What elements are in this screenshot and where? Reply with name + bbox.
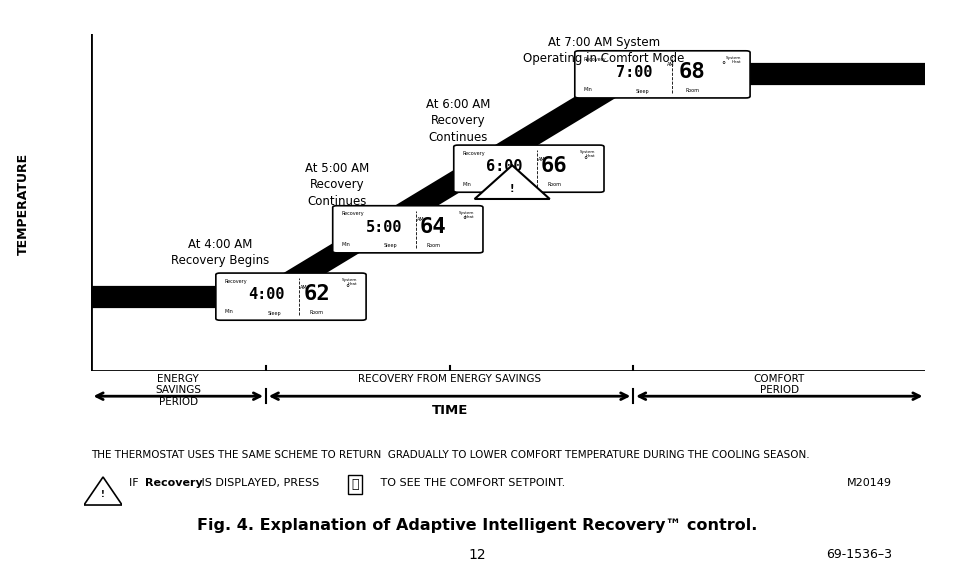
Text: Min: Min (582, 87, 591, 92)
Text: TIME: TIME (431, 404, 467, 417)
Text: °: ° (583, 156, 587, 165)
Text: 6:00: 6:00 (486, 160, 522, 174)
Text: TO SEE THE COMFORT SETPOINT.: TO SEE THE COMFORT SETPOINT. (376, 478, 564, 488)
Text: System: System (342, 278, 357, 282)
Text: Recovery: Recovery (145, 478, 203, 488)
Text: Min: Min (224, 310, 233, 315)
Text: IF: IF (129, 478, 142, 488)
Text: IS DISPLAYED, PRESS: IS DISPLAYED, PRESS (198, 478, 323, 488)
Text: Heat: Heat (464, 215, 474, 219)
Text: Heat: Heat (348, 282, 357, 286)
Text: AM: AM (667, 62, 675, 67)
Text: Recovery: Recovery (461, 151, 484, 156)
Text: Heat: Heat (585, 154, 595, 158)
Text: M20149: M20149 (846, 478, 891, 488)
Text: At 4:00 AM
Recovery Begins: At 4:00 AM Recovery Begins (171, 238, 269, 267)
Text: 64: 64 (419, 217, 446, 237)
Text: !: ! (510, 184, 514, 194)
Text: ENERGY
SAVINGS
PERIOD: ENERGY SAVINGS PERIOD (155, 374, 201, 407)
Text: Min: Min (341, 242, 350, 247)
FancyBboxPatch shape (574, 51, 749, 98)
Text: 12: 12 (468, 548, 485, 561)
Text: !: ! (101, 490, 105, 499)
FancyBboxPatch shape (454, 145, 603, 192)
Text: THE THERMOSTAT USES THE SAME SCHEME TO RETURN  GRADUALLY TO LOWER COMFORT TEMPER: THE THERMOSTAT USES THE SAME SCHEME TO R… (91, 450, 808, 460)
Text: At 6:00 AM
Recovery
Continues: At 6:00 AM Recovery Continues (425, 98, 490, 144)
Text: TEMPERATURE: TEMPERATURE (17, 153, 30, 255)
Text: Recovery: Recovery (582, 57, 605, 62)
Text: RECOVERY FROM ENERGY SAVINGS: RECOVERY FROM ENERGY SAVINGS (357, 374, 540, 384)
Text: °: ° (345, 284, 350, 293)
Text: System: System (458, 211, 474, 215)
Text: System: System (725, 56, 741, 60)
Text: Sleep: Sleep (504, 183, 518, 188)
Text: 4:00: 4:00 (249, 288, 285, 302)
Text: Room: Room (426, 243, 440, 248)
FancyBboxPatch shape (333, 205, 482, 253)
Text: Recovery: Recovery (224, 279, 247, 284)
Text: ⓘ: ⓘ (351, 478, 358, 491)
Text: 69-1536–3: 69-1536–3 (825, 548, 891, 561)
Text: Room: Room (547, 182, 560, 187)
Text: AM: AM (537, 157, 545, 162)
Text: 62: 62 (303, 284, 330, 304)
Text: At 5:00 AM
Recovery
Continues: At 5:00 AM Recovery Continues (304, 162, 369, 208)
Text: Room: Room (685, 88, 699, 93)
Text: AM: AM (300, 285, 308, 290)
Text: °: ° (721, 62, 725, 70)
Text: AM: AM (416, 217, 424, 222)
Text: Sleep: Sleep (635, 88, 649, 93)
Text: System: System (579, 150, 595, 154)
Text: °: ° (462, 216, 466, 225)
Text: 66: 66 (540, 156, 567, 176)
Text: 7:00: 7:00 (615, 65, 652, 80)
Text: Room: Room (309, 310, 323, 315)
Text: COMFORT
PERIOD: COMFORT PERIOD (753, 374, 804, 395)
Text: Sleep: Sleep (384, 243, 397, 248)
Polygon shape (84, 477, 122, 505)
Text: Min: Min (461, 182, 471, 187)
Text: Sleep: Sleep (267, 311, 280, 316)
Text: 5:00: 5:00 (365, 220, 401, 235)
Text: Heat: Heat (731, 60, 741, 64)
Text: Recovery: Recovery (341, 212, 363, 216)
Text: 68: 68 (679, 62, 705, 82)
Polygon shape (475, 165, 549, 199)
Text: Fig. 4. Explanation of Adaptive Intelligent Recovery™ control.: Fig. 4. Explanation of Adaptive Intellig… (196, 518, 757, 533)
Text: At 7:00 AM System
Operating in Comfort Mode: At 7:00 AM System Operating in Comfort M… (523, 36, 684, 65)
FancyBboxPatch shape (215, 273, 366, 320)
